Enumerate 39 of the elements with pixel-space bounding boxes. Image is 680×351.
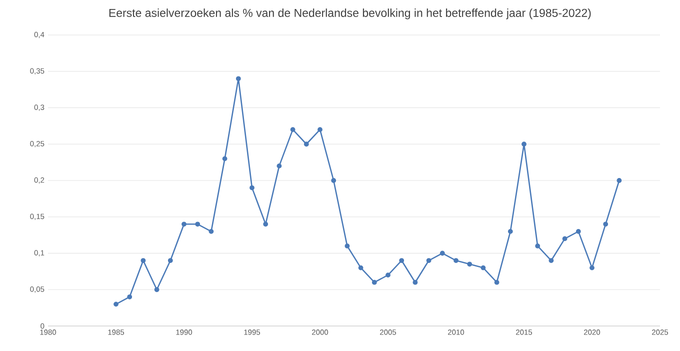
point: [412, 280, 418, 285]
point: [386, 272, 390, 278]
point: [236, 76, 241, 82]
point: [331, 178, 336, 183]
point: [372, 280, 377, 285]
point: [576, 228, 581, 234]
point: [603, 222, 608, 227]
point: [276, 164, 282, 168]
point: [440, 250, 445, 256]
point: [114, 302, 118, 307]
point: [358, 265, 364, 270]
point: [616, 178, 622, 183]
point: [426, 258, 432, 263]
point: [508, 228, 513, 234]
point: [535, 244, 540, 248]
point: [590, 265, 594, 270]
point: [250, 185, 254, 190]
point: [182, 222, 186, 227]
point: [263, 222, 268, 227]
point: [195, 222, 200, 227]
point: [494, 280, 500, 285]
point: [344, 244, 350, 248]
point: [562, 236, 568, 242]
point: [304, 142, 309, 147]
point: [140, 258, 146, 263]
point: [454, 258, 458, 263]
chart-title: Eerste asielverzoeken als % van de Nederlandse bevolking in het betreffende jaar (1985-2022): [109, 8, 591, 20]
point: [290, 127, 296, 132]
point: [480, 265, 486, 270]
point: [467, 262, 472, 267]
point: [127, 294, 132, 300]
point: [548, 258, 554, 263]
point: [522, 142, 526, 147]
point: [168, 258, 173, 263]
point: [318, 127, 322, 132]
point: [222, 156, 228, 162]
point: [399, 258, 404, 263]
point: [208, 228, 214, 234]
point: [154, 287, 160, 292]
